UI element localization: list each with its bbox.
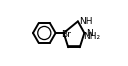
Text: N: N [86, 29, 93, 37]
Text: NH: NH [79, 17, 93, 26]
Text: Br: Br [61, 30, 71, 39]
Text: NH₂: NH₂ [83, 32, 100, 41]
